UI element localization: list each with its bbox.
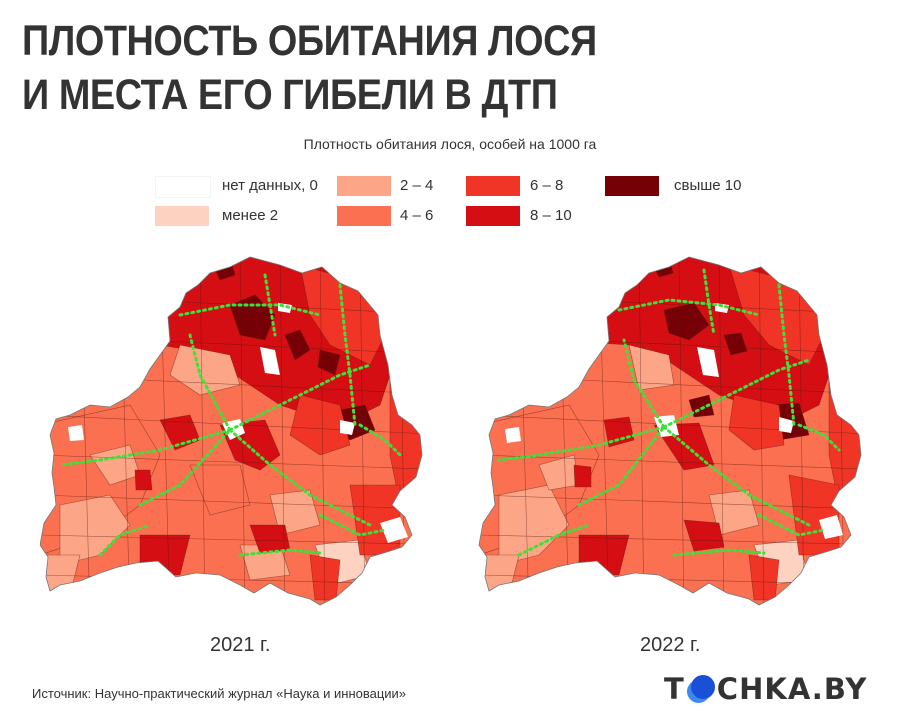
logo-text-start: T [664, 672, 685, 706]
title-line-1: ПЛОТНОСТЬ ОБИТАНИЯ ЛОСЯ [22, 17, 597, 65]
logo-text-end: CHKA.BY [716, 672, 868, 706]
legend-label-no-data: нет данных, 0 [222, 177, 318, 194]
legend-swatch-4-6 [337, 206, 391, 226]
map-2022 [478, 256, 862, 606]
page-title: ПЛОТНОСТЬ ОБИТАНИЯ ЛОСЯ И МЕСТА ЕГО ГИБЕ… [22, 14, 597, 122]
logo-circle-icon [686, 675, 715, 703]
legend-label-less-2: менее 2 [222, 207, 279, 224]
dtp-markers [497, 268, 841, 557]
legend-swatch-6-8 [466, 176, 520, 196]
legend-label-4-6: 4 – 6 [400, 207, 434, 224]
legend-swatch-less-2 [155, 206, 209, 226]
source-note: Источник: Научно-практический журнал «На… [32, 686, 407, 701]
legend-label-6-8: 6 – 8 [530, 177, 564, 194]
legend-swatch-no-data [155, 176, 211, 198]
title-line-2: И МЕСТА ЕГО ГИБЕЛИ В ДТП [22, 71, 558, 119]
year-label-2022: 2022 г. [640, 634, 701, 656]
map-2021 [40, 256, 423, 606]
legend-swatch-2-4 [337, 176, 391, 196]
legend-title: Плотность обитания лося, особей на 1000 … [303, 136, 597, 152]
year-label-2021: 2021 г. [210, 634, 271, 656]
legend-label-8-10: 8 – 10 [530, 207, 572, 224]
country-outline [478, 256, 862, 606]
country-outline [40, 256, 423, 606]
legend-swatch-8-10 [466, 206, 520, 226]
dtp-markers [58, 273, 402, 557]
legend-label-over-10: свыше 10 [674, 177, 742, 194]
legend-label-2-4: 2 – 4 [400, 177, 434, 194]
legend-swatch-over-10 [605, 176, 659, 196]
tochka-logo[interactable]: T CHKA.BY [664, 672, 867, 706]
